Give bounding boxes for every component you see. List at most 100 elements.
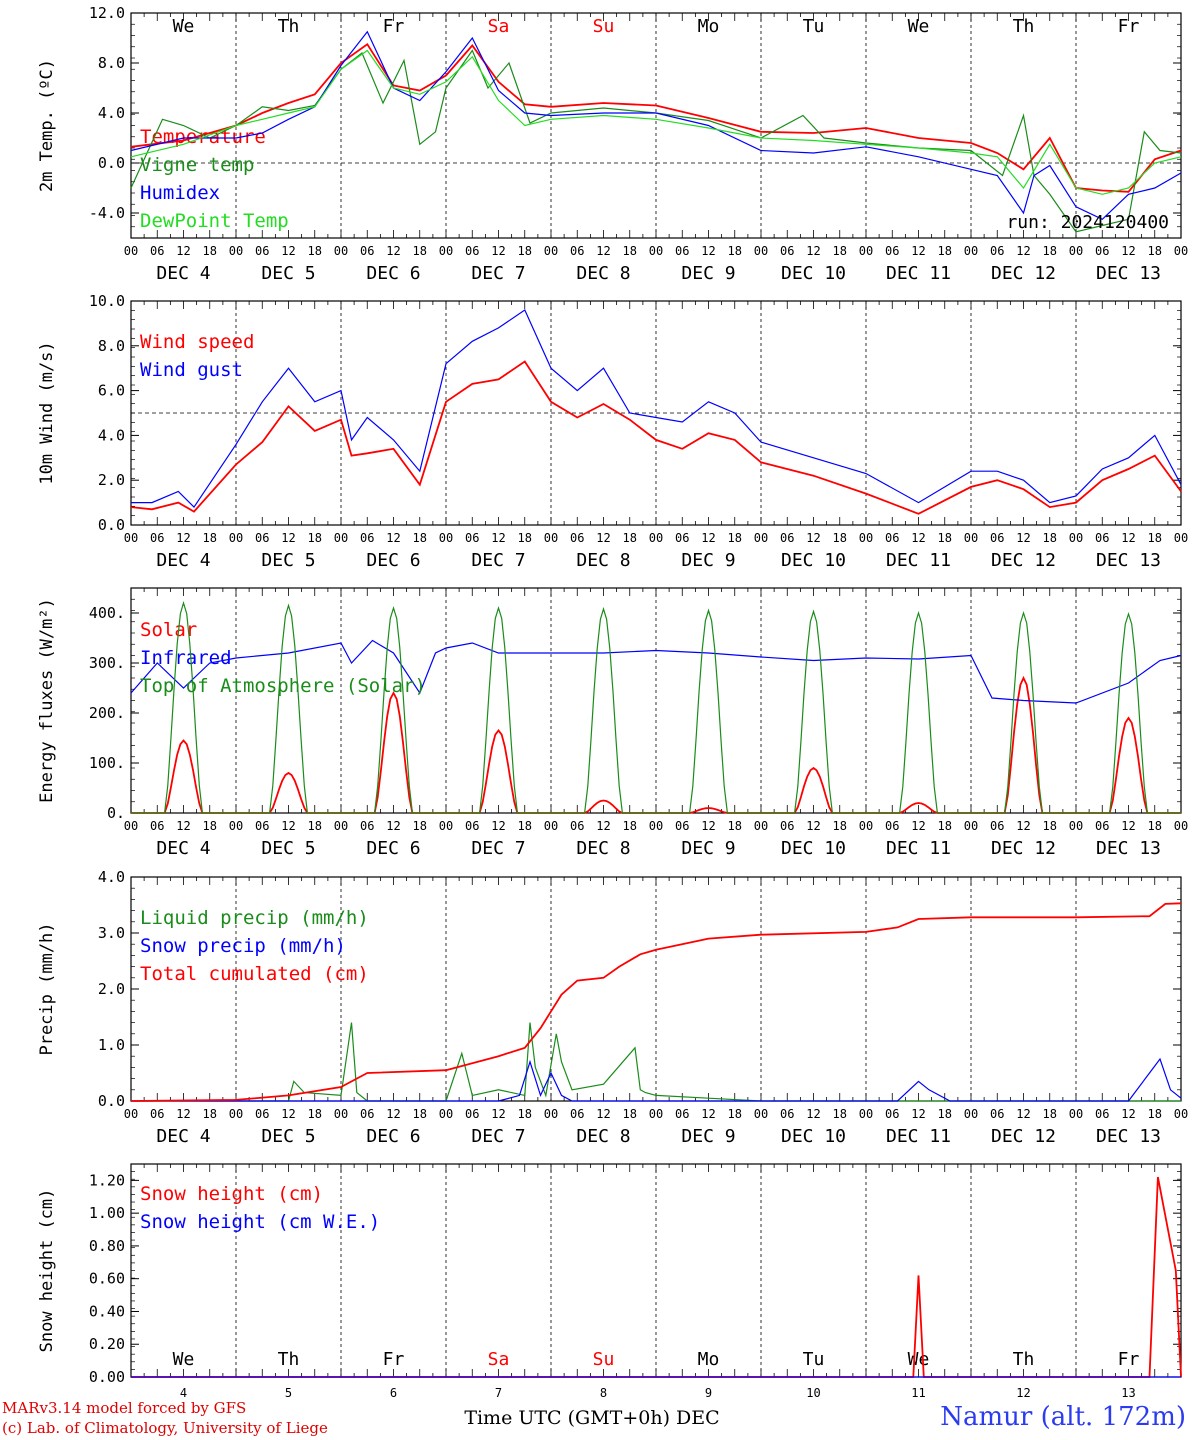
- hour-tick-label: 06: [570, 1107, 584, 1121]
- hour-tick-label: 06: [675, 819, 689, 833]
- x-axis-label: Time UTC (GMT+0h) DEC: [464, 1407, 719, 1429]
- day-label: DEC 4: [156, 263, 210, 284]
- hour-tick-label: 06: [780, 1107, 794, 1121]
- hour-tick-label: 18: [728, 244, 742, 258]
- day-number: 10: [806, 1386, 820, 1400]
- weekday-label: Th: [278, 1349, 300, 1370]
- y-tick-label: 0.00: [89, 1368, 125, 1386]
- hour-tick-label: 00: [544, 244, 558, 258]
- hour-tick-label: 18: [203, 244, 217, 258]
- hour-tick-label: 18: [203, 819, 217, 833]
- hour-tick-label: 12: [806, 244, 820, 258]
- weekday-label: Tu: [803, 16, 825, 37]
- hour-tick-label: 18: [518, 531, 532, 545]
- hour-tick-label: 12: [1121, 1107, 1135, 1121]
- day-label: DEC 8: [576, 550, 630, 571]
- hour-tick-label: 00: [859, 819, 873, 833]
- hour-tick-label: 00: [229, 244, 243, 258]
- hour-tick-label: 12: [491, 244, 505, 258]
- hour-tick-label: 00: [1174, 531, 1188, 545]
- hour-tick-label: 00: [859, 244, 873, 258]
- legend-entry: Humidex: [140, 182, 220, 204]
- hour-tick-label: 00: [229, 1107, 243, 1121]
- y-tick-label: 0.20: [89, 1335, 125, 1353]
- hour-tick-label: 18: [413, 531, 427, 545]
- hour-tick-label: 12: [281, 244, 295, 258]
- series-line-green: [131, 600, 1181, 814]
- hour-tick-label: 06: [255, 819, 269, 833]
- hour-tick-label: 06: [570, 819, 584, 833]
- hour-tick-label: 12: [491, 1107, 505, 1121]
- day-label: DEC 12: [991, 550, 1056, 571]
- hour-tick-label: 00: [964, 1107, 978, 1121]
- weekday-label: Su: [593, 16, 615, 37]
- hour-tick-label: 12: [911, 819, 925, 833]
- hour-tick-label: 06: [150, 531, 164, 545]
- y-tick-label: 2.0: [98, 980, 125, 998]
- run-label: run: 2024120400: [1006, 212, 1169, 233]
- hour-tick-label: 18: [1148, 819, 1162, 833]
- weekday-label: Fr: [1118, 16, 1140, 37]
- hour-tick-label: 12: [176, 244, 190, 258]
- day-label: DEC 11: [886, 1126, 951, 1147]
- hour-tick-label: 06: [990, 819, 1004, 833]
- hour-tick-label: 12: [1121, 531, 1135, 545]
- y-axis-label: 2m Temp. (ºC): [37, 59, 57, 192]
- day-label: DEC 10: [781, 550, 846, 571]
- hour-tick-label: 12: [281, 531, 295, 545]
- hour-tick-label: 12: [491, 819, 505, 833]
- hour-tick-label: 18: [728, 1107, 742, 1121]
- hour-tick-label: 06: [780, 531, 794, 545]
- hour-tick-label: 12: [1016, 531, 1030, 545]
- day-label: DEC 11: [886, 550, 951, 571]
- y-tick-label: 4.0: [98, 426, 125, 444]
- hour-tick-label: 00: [964, 531, 978, 545]
- hour-tick-label: 12: [281, 819, 295, 833]
- hour-tick-label: 12: [176, 531, 190, 545]
- weekday-label: We: [173, 16, 195, 37]
- hour-tick-label: 00: [964, 244, 978, 258]
- day-number: 11: [911, 1386, 925, 1400]
- hour-tick-label: 06: [465, 1107, 479, 1121]
- hour-tick-label: 06: [780, 819, 794, 833]
- day-label: DEC 10: [781, 1126, 846, 1147]
- y-tick-label: 8.0: [98, 54, 125, 72]
- hour-tick-label: 06: [255, 531, 269, 545]
- hour-tick-label: 00: [754, 1107, 768, 1121]
- day-label: DEC 5: [261, 550, 315, 571]
- hour-tick-label: 18: [518, 819, 532, 833]
- weekday-label: We: [173, 1349, 195, 1370]
- day-label: DEC 9: [681, 263, 735, 284]
- hour-tick-label: 18: [203, 531, 217, 545]
- hour-tick-label: 00: [649, 1107, 663, 1121]
- hour-tick-label: 18: [623, 531, 637, 545]
- day-label: DEC 11: [886, 838, 951, 859]
- y-tick-label: 0.: [107, 804, 125, 822]
- hour-tick-label: 12: [911, 244, 925, 258]
- hour-tick-label: 00: [1174, 244, 1188, 258]
- hour-tick-label: 00: [124, 1107, 138, 1121]
- hour-tick-label: 12: [596, 244, 610, 258]
- weekday-label: Sa: [488, 1349, 510, 1370]
- hour-tick-label: 12: [1016, 1107, 1030, 1121]
- day-label: DEC 7: [471, 263, 525, 284]
- weekday-label: Tu: [803, 1349, 825, 1370]
- series-line-blue: [130, 30, 1182, 221]
- hour-tick-label: 06: [150, 244, 164, 258]
- day-label: DEC 9: [681, 1126, 735, 1147]
- day-number: 6: [390, 1386, 397, 1400]
- hour-tick-label: 12: [701, 244, 715, 258]
- hour-tick-label: 18: [1148, 244, 1162, 258]
- legend-entry: Wind speed: [140, 331, 254, 353]
- y-tick-label: 0.40: [89, 1302, 125, 1320]
- hour-tick-label: 06: [990, 244, 1004, 258]
- day-label: DEC 11: [886, 263, 951, 284]
- hour-tick-label: 06: [360, 244, 374, 258]
- hour-tick-label: 00: [754, 819, 768, 833]
- hour-tick-label: 18: [413, 244, 427, 258]
- y-tick-label: 1.20: [89, 1171, 125, 1189]
- y-axis-label: Energy fluxes (W/m²): [37, 598, 57, 803]
- hour-tick-label: 00: [439, 244, 453, 258]
- weekday-label: Mo: [698, 1349, 720, 1370]
- y-tick-label: 1.00: [89, 1204, 125, 1222]
